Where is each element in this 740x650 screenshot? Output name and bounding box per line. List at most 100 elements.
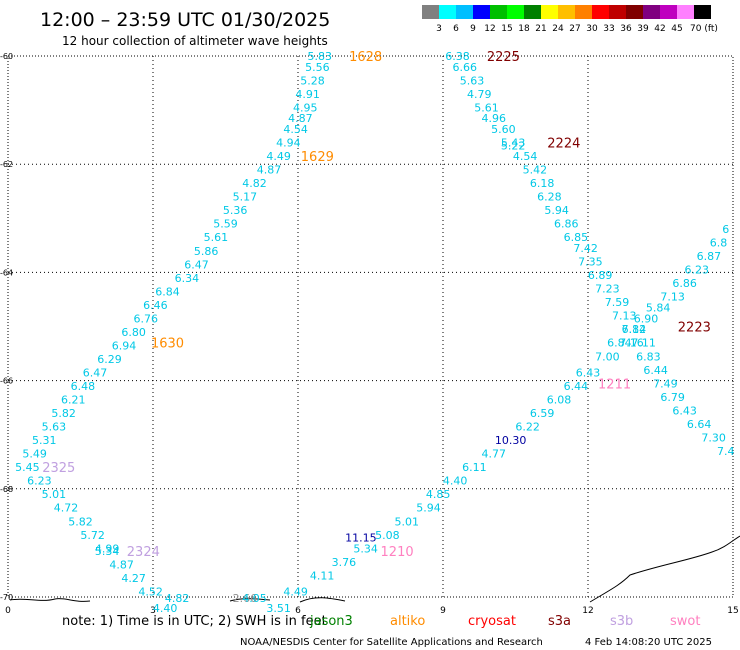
data-point-label: 4.54 — [513, 150, 538, 163]
data-point-label: 7.23 — [595, 283, 620, 296]
data-point-label: 6.34 — [175, 272, 200, 285]
x-tick-label: 15 — [727, 606, 738, 616]
colorbar-label: 36 — [620, 24, 632, 34]
data-point-label: 5.49 — [22, 448, 47, 461]
data-point-label: 7.11 — [631, 337, 656, 350]
track-time-label: 2225 — [487, 50, 520, 65]
data-point-label: 4.77 — [482, 448, 507, 461]
track-time-label: 2223 — [678, 321, 711, 336]
colorbar-label: 70 (ft) — [690, 24, 718, 34]
legend-item-s3b: s3b — [610, 614, 633, 629]
colorbar-label: 3 — [436, 24, 442, 34]
data-point-label: 5.43 — [501, 137, 526, 150]
data-point-label: 6.87 — [697, 250, 722, 263]
legend-item-altiko: altiko — [390, 614, 425, 629]
data-point-label: 6.47 — [184, 258, 209, 271]
colorbar-swatch — [677, 5, 694, 19]
data-point-label: 5.08 — [375, 529, 400, 542]
legend-item-swot: swot — [670, 614, 700, 629]
colorbar-swatch — [439, 5, 456, 19]
data-point-label: 7.35 — [578, 256, 603, 269]
data-point-label: 5.94 — [544, 204, 569, 217]
data-point-label: 6.90 — [634, 312, 659, 325]
data-point-label: 4.72 — [54, 502, 79, 515]
data-point-label: 6.66 — [453, 61, 478, 74]
data-point-label: 5.56 — [305, 61, 330, 74]
data-point-label: 4.87 — [257, 164, 282, 177]
data-point-label: 6.86 — [672, 277, 697, 290]
data-point-label: 4.05 — [242, 592, 267, 605]
data-point-label: 4.82 — [165, 592, 190, 605]
data-point-label: 5.01 — [42, 488, 67, 501]
x-axis-ticks: 0 3 6 9 12 15 — [5, 606, 739, 616]
data-point-label: 4.49 — [283, 586, 308, 599]
satellite-legend: jason3 altiko cryosat s3a s3b swot — [309, 614, 700, 629]
data-point-label: 6.44 — [643, 364, 668, 377]
y-tick-label: -66 — [0, 377, 13, 386]
data-point-label: 6.48 — [71, 380, 96, 393]
x-tick-label: 3 — [150, 606, 156, 616]
y-tick-label: -68 — [0, 485, 13, 494]
data-point-label: 5.01 — [395, 515, 420, 528]
data-point-label: 5.59 — [213, 218, 238, 231]
data-point-label: 4.87 — [109, 559, 134, 572]
colorbar-label: 18 — [518, 24, 530, 34]
data-point-label: 6.11 — [462, 461, 487, 474]
data-point-label: 5.22 — [501, 139, 526, 152]
data-point-label: 6.38 — [445, 50, 470, 63]
data-point-label: 5.31 — [32, 434, 57, 447]
data-point-label: 7.13 — [612, 310, 637, 323]
data-point-label: 5.63 — [460, 74, 485, 87]
plot-grid — [7, 55, 734, 598]
colorbar-swatch — [660, 5, 677, 19]
data-point-label: 11.15 — [345, 531, 377, 544]
colorbar-swatch — [643, 5, 660, 19]
data-point-label: 7.4 — [717, 445, 735, 458]
data-point-label: 5.82 — [68, 515, 93, 528]
data-point-label: 6.8 — [710, 237, 728, 250]
data-point-label: 7.59 — [605, 296, 630, 309]
data-point-label: 6.47 — [83, 366, 108, 379]
track-time-label: 2324 — [127, 545, 160, 560]
data-point-label: 5.34 — [95, 545, 120, 558]
data-point-label: 5.86 — [194, 245, 219, 258]
track-time-label: 2224 — [547, 137, 580, 152]
colorbar-swatch — [507, 5, 524, 19]
data-point-label: 4.40 — [443, 475, 468, 488]
data-point-label: 5.28 — [300, 74, 325, 87]
colorbar-swatch — [558, 5, 575, 19]
data-point-label: 6.21 — [61, 394, 86, 407]
colorbar-label: 33 — [603, 24, 614, 34]
x-tick-label: 6 — [295, 606, 301, 616]
data-point-label: 6.29 — [97, 353, 122, 366]
colorbar-swatch — [575, 5, 592, 19]
data-point-label: 4.79 — [467, 88, 492, 101]
data-point-label: 6.94 — [112, 339, 137, 352]
data-point-label: 4.87 — [288, 112, 313, 125]
colorbar-swatch — [422, 5, 439, 19]
data-point-label: 10.30 — [495, 434, 527, 447]
data-point-label: 6.86 — [554, 218, 579, 231]
data-point-label: 6.79 — [660, 391, 685, 404]
legend-item-jason3: jason3 — [309, 614, 353, 629]
colorbar-swatch — [541, 5, 558, 19]
data-point-label: 4.27 — [121, 572, 146, 585]
chart-subtitle: 12 hour collection of altimeter wave hei… — [62, 34, 328, 48]
data-point-label: 4.52 — [138, 586, 163, 599]
data-point-label: 6.44 — [564, 380, 589, 393]
data-point-label: 2.66 — [233, 592, 258, 605]
y-tick-label: -64 — [0, 268, 13, 277]
data-point-label: 7.42 — [573, 242, 598, 255]
data-point-label: 3.76 — [332, 556, 357, 569]
data-point-label: 4.95 — [293, 101, 318, 114]
colorbar-label: 9 — [470, 24, 476, 34]
colorbar-label: 45 — [671, 24, 682, 34]
data-point-label: 6.84 — [155, 285, 180, 298]
data-point-label: 3.51 — [266, 602, 291, 615]
footer-timestamp: 4 Feb 14:08:20 UTC 2025 — [585, 637, 712, 648]
data-point-label: 6.18 — [530, 177, 555, 190]
data-point-label: 6 — [722, 223, 729, 236]
data-point-label: 6.23 — [685, 264, 710, 277]
footer-credit: NOAA/NESDIS Center for Satellite Applica… — [240, 637, 543, 648]
